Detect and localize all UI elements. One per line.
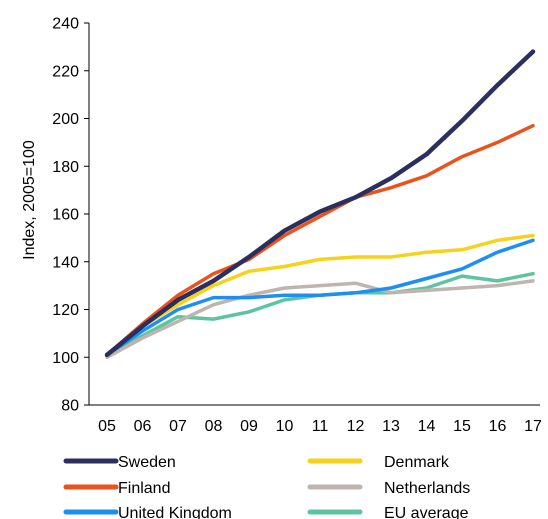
x-tick-label: 12 xyxy=(347,418,365,435)
x-tick-label: 06 xyxy=(134,418,152,435)
x-tick-label: 16 xyxy=(489,418,507,435)
legend-label: EU average xyxy=(384,505,469,519)
y-tick-label: 240 xyxy=(52,16,79,33)
legend-item: Sweden xyxy=(63,454,176,471)
legend-label: Denmark xyxy=(384,454,450,471)
y-tick-labels: 80 100 120 140 160 180 200 220 240 xyxy=(52,16,79,415)
legend-label: Sweden xyxy=(118,454,176,471)
series-line-netherlands xyxy=(105,279,535,360)
legend-label: United Kingdom xyxy=(118,505,232,519)
legend-item: EU average xyxy=(307,505,469,519)
y-tick-label: 220 xyxy=(52,63,79,80)
x-tick-label: 07 xyxy=(169,418,187,435)
y-tick-label: 140 xyxy=(52,254,79,271)
legend-label: Finland xyxy=(118,480,170,497)
y-tick-label: 180 xyxy=(52,159,79,176)
legend: Sweden Denmark Finland Netherlands United Ki… xyxy=(63,454,470,519)
series-line-sweden xyxy=(104,49,536,358)
x-tick-label: 15 xyxy=(453,418,471,435)
series-line-united-kingdom xyxy=(105,238,535,357)
legend-item: Finland xyxy=(63,480,170,497)
legend-item: Denmark xyxy=(307,454,450,471)
y-tick-label: 80 xyxy=(61,398,79,415)
series-lines xyxy=(104,49,536,360)
x-tick-label: 08 xyxy=(205,418,223,435)
x-tick-label: 13 xyxy=(382,418,400,435)
legend-item: United Kingdom xyxy=(63,505,232,519)
legend-label: Netherlands xyxy=(384,480,470,497)
x-tick-label: 09 xyxy=(240,418,258,435)
series-line-denmark xyxy=(105,233,535,357)
x-tick-label: 14 xyxy=(418,418,436,435)
y-tick-label: 120 xyxy=(52,302,79,319)
chart-axes xyxy=(84,22,540,406)
x-tick-labels: 05 06 07 08 09 10 11 12 13 14 15 16 17 xyxy=(98,418,542,435)
series-line-finland xyxy=(105,123,535,357)
y-tick-label: 200 xyxy=(52,111,79,128)
x-tick-label: 05 xyxy=(98,418,116,435)
legend-item: Netherlands xyxy=(307,480,470,497)
y-tick-label: 100 xyxy=(52,350,79,367)
y-axis-label: Index, 2005=100 xyxy=(21,140,38,260)
x-tick-label: 10 xyxy=(276,418,294,435)
x-tick-label: 11 xyxy=(312,418,329,435)
y-tick-label: 160 xyxy=(52,207,79,224)
x-tick-label: 17 xyxy=(524,418,542,435)
